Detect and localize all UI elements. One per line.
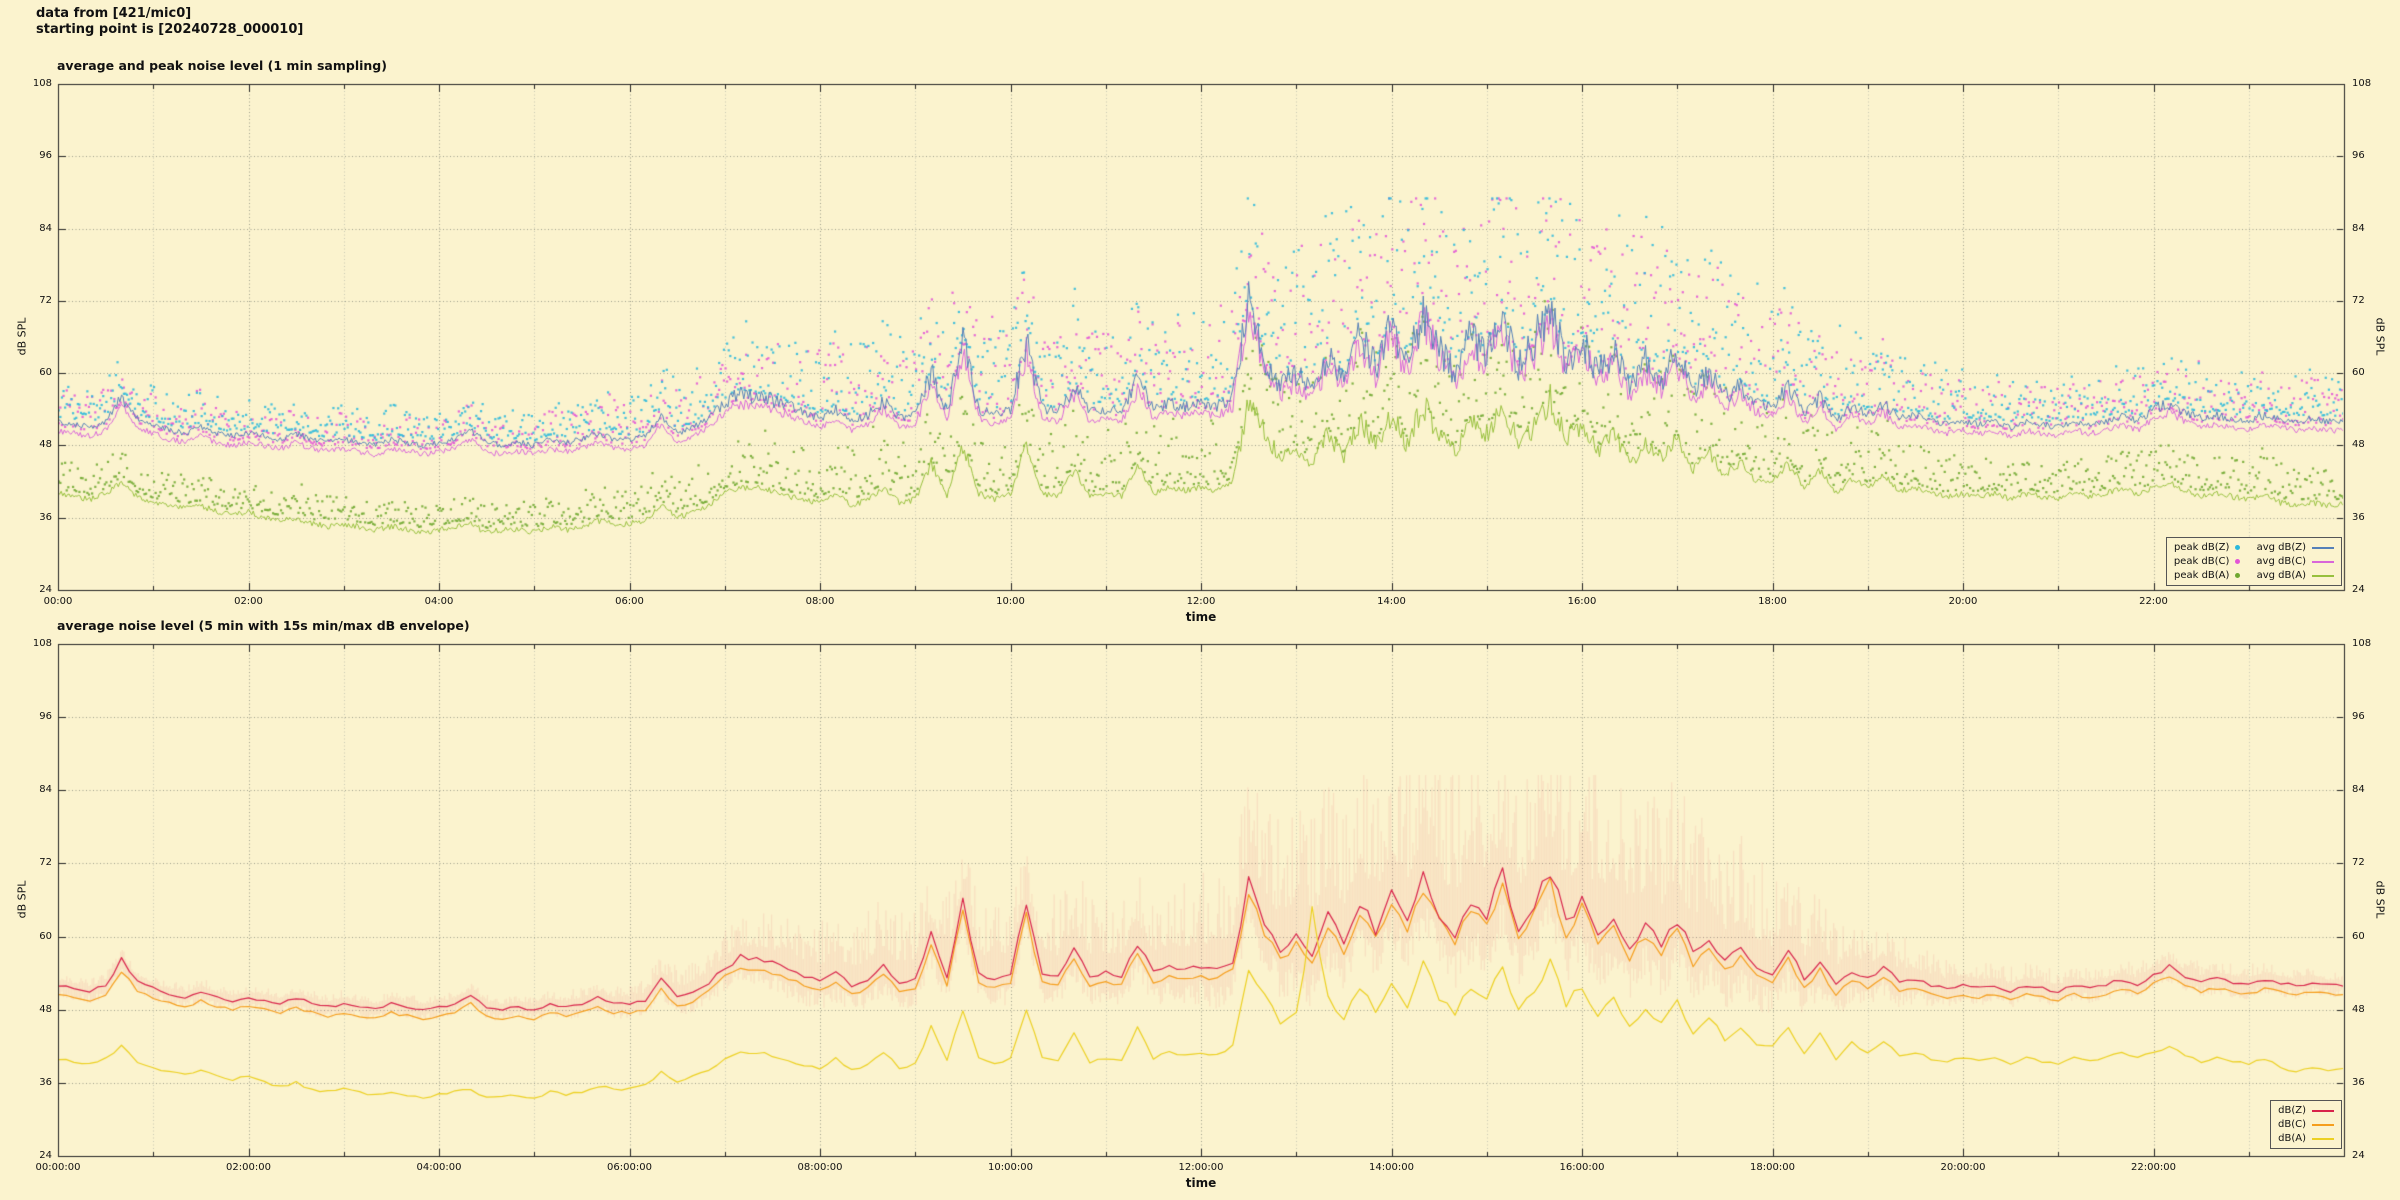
y2-tick-label: 24 xyxy=(2352,584,2365,595)
x-tick-label: 04:00:00 xyxy=(416,1162,462,1173)
x-tick-label: 10:00:00 xyxy=(988,1162,1033,1173)
x-tick-label: 02:00:00 xyxy=(226,1162,271,1173)
chart2-y2-axis-label: dB SPL xyxy=(2373,880,2387,919)
x-tick-label: 18:00 xyxy=(1758,596,1787,607)
legend-entry: dB(Z) xyxy=(2278,1104,2334,1117)
x-tick-label: 14:00 xyxy=(1377,596,1406,607)
y-tick-label: 108 xyxy=(32,638,52,649)
y2-tick-label: 72 xyxy=(2352,294,2365,306)
x-tick-label: 08:00:00 xyxy=(797,1162,843,1173)
y2-tick-label: 60 xyxy=(2352,930,2365,942)
legend-entry: dB(A) xyxy=(2278,1132,2334,1145)
y-tick-label: 24 xyxy=(39,584,52,595)
legend-line-marker xyxy=(2312,574,2334,577)
y-tick-label: 96 xyxy=(39,150,52,162)
legend-entry: avg dB(C) xyxy=(2256,555,2334,568)
y-tick-label: 84 xyxy=(39,784,52,796)
legend-entry: peak dB(A) xyxy=(2174,569,2241,582)
x-tick-label: 06:00 xyxy=(615,596,644,607)
x-tick-label: 20:00:00 xyxy=(1940,1162,1986,1173)
y-tick-label: 60 xyxy=(39,930,52,942)
legend-entry: avg dB(A) xyxy=(2256,569,2334,582)
chart1-y2-axis-label: dB SPL xyxy=(2373,317,2387,356)
legend-label: avg dB(Z) xyxy=(2256,542,2306,553)
x-tick-label: 20:00 xyxy=(1948,596,1978,607)
y2-tick-label: 84 xyxy=(2352,222,2365,234)
legend-dot-marker xyxy=(2235,559,2241,564)
chart2-x-axis-label: time xyxy=(1185,1176,1217,1190)
y-tick-label: 48 xyxy=(39,1003,52,1015)
chart2-legend: dB(Z) dB(C) dB(A) xyxy=(2270,1100,2342,1149)
legend-label: dB(C) xyxy=(2278,1119,2306,1130)
legend-label: avg dB(A) xyxy=(2256,570,2306,581)
y-tick-label: 36 xyxy=(39,511,52,523)
x-tick-label: 04:00 xyxy=(424,596,454,607)
y2-tick-label: 36 xyxy=(2352,511,2365,523)
x-tick-label: 00:00:00 xyxy=(35,1162,81,1173)
y-tick-label: 108 xyxy=(32,78,52,89)
legend-label: peak dB(C) xyxy=(2173,556,2230,567)
y-tick-label: 36 xyxy=(39,1076,52,1088)
header-data-source: data from [421/mic0] xyxy=(36,6,192,21)
legend-line-marker xyxy=(2312,1123,2334,1126)
legend-entry: peak dB(Z) xyxy=(2174,541,2241,554)
chart1-x-axis-label: time xyxy=(1185,610,1217,624)
x-tick-label: 22:00:00 xyxy=(2131,1162,2176,1173)
header-starting-point: starting point is [20240728_000010] xyxy=(36,22,304,37)
x-tick-label: 00:00 xyxy=(43,596,73,607)
x-tick-label: 10:00 xyxy=(996,596,1025,607)
y2-tick-label: 36 xyxy=(2352,1076,2365,1088)
legend-column-peaks: peak dB(Z) peak dB(C) peak dB(A) xyxy=(2174,541,2241,582)
y-tick-label: 96 xyxy=(39,711,52,723)
legend-column-averages: avg dB(Z) avg dB(C) avg dB(A) xyxy=(2256,541,2334,582)
y2-tick-label: 96 xyxy=(2352,150,2365,162)
legend-entry: peak dB(C) xyxy=(2174,555,2241,568)
legend-line-marker xyxy=(2312,1137,2334,1140)
x-tick-label: 18:00:00 xyxy=(1750,1162,1795,1173)
x-tick-label: 08:00 xyxy=(805,596,835,607)
y2-tick-label: 24 xyxy=(2352,1150,2365,1161)
chart2-title: average noise level (5 min with 15s min/… xyxy=(57,618,470,633)
x-tick-label: 16:00:00 xyxy=(1559,1162,1605,1173)
legend-label: peak dB(A) xyxy=(2173,570,2230,581)
legend-entry: dB(C) xyxy=(2278,1118,2334,1131)
y2-tick-label: 84 xyxy=(2352,784,2365,796)
legend-line-marker xyxy=(2312,546,2334,549)
x-tick-label: 22:00 xyxy=(2139,596,2168,607)
x-tick-label: 06:00:00 xyxy=(607,1162,652,1173)
y-tick-label: 72 xyxy=(39,294,52,306)
x-tick-label: 16:00 xyxy=(1567,596,1597,607)
legend-line-marker xyxy=(2312,560,2334,563)
legend-column: dB(Z) dB(C) dB(A) xyxy=(2278,1104,2334,1145)
y-tick-label: 24 xyxy=(39,1150,52,1161)
y-tick-label: 48 xyxy=(39,439,52,451)
x-tick-label: 12:00 xyxy=(1186,596,1216,607)
legend-dot-marker xyxy=(2235,545,2241,550)
x-tick-label: 14:00:00 xyxy=(1369,1162,1414,1173)
y2-tick-label: 108 xyxy=(2352,638,2372,649)
y2-tick-label: 60 xyxy=(2352,367,2365,379)
chart1-title: average and peak noise level (1 min samp… xyxy=(57,58,387,73)
y2-tick-label: 96 xyxy=(2352,711,2365,723)
x-tick-label: 02:00 xyxy=(234,596,263,607)
y-tick-label: 84 xyxy=(39,222,52,234)
legend-label: dB(Z) xyxy=(2278,1105,2306,1116)
y2-tick-label: 48 xyxy=(2352,1003,2365,1015)
legend-entry: avg dB(Z) xyxy=(2256,541,2334,554)
y2-tick-label: 108 xyxy=(2352,78,2372,89)
y2-tick-label: 48 xyxy=(2352,439,2365,451)
y-tick-label: 72 xyxy=(39,857,52,869)
legend-dot-marker xyxy=(2235,573,2241,578)
x-tick-label: 12:00:00 xyxy=(1178,1162,1224,1173)
y-tick-label: 60 xyxy=(39,367,52,379)
legend-line-marker xyxy=(2312,1109,2334,1112)
legend-label: dB(A) xyxy=(2278,1133,2306,1144)
chart1-legend: peak dB(Z) peak dB(C) peak dB(A) avg dB(Z) a… xyxy=(2165,537,2342,586)
y2-tick-label: 72 xyxy=(2352,857,2365,869)
legend-label: peak dB(Z) xyxy=(2173,542,2230,553)
legend-label: avg dB(C) xyxy=(2256,556,2306,567)
